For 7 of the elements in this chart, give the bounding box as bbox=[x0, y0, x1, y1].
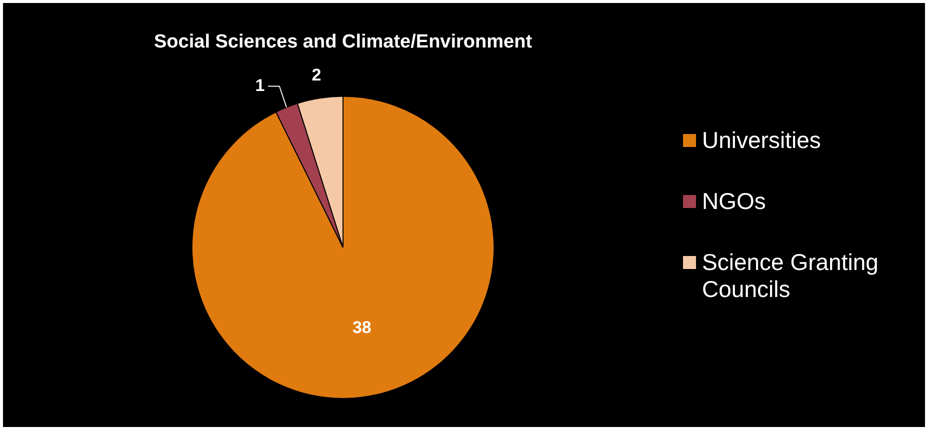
legend-label: NGOs bbox=[702, 188, 766, 215]
data-label: 38 bbox=[352, 318, 372, 338]
data-label: 2 bbox=[312, 65, 322, 84]
chart-title: Social Sciences and Climate/Environment bbox=[154, 32, 533, 53]
data-label: 1 bbox=[255, 76, 265, 95]
legend-label: Science Granting Councils bbox=[702, 249, 880, 303]
legend-label: Universities bbox=[702, 127, 821, 154]
